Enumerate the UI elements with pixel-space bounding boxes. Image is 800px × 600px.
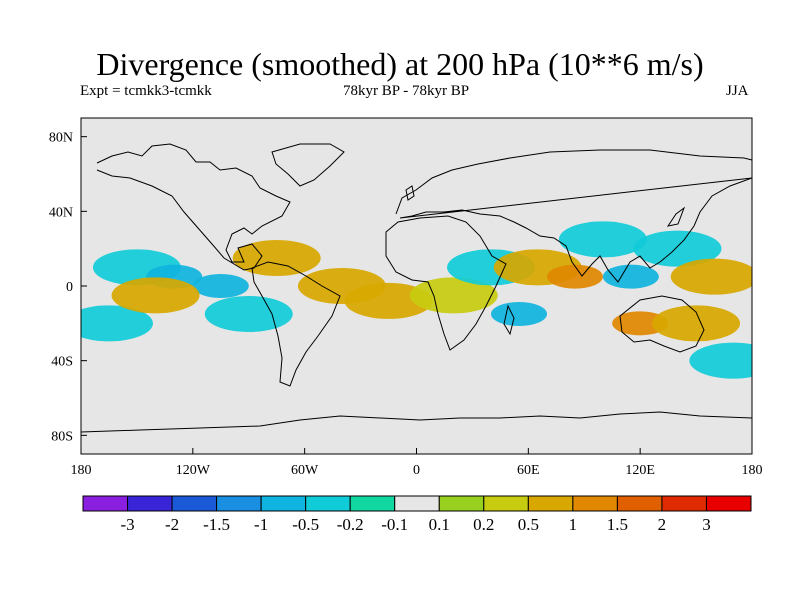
x-tick-label: 120W xyxy=(176,463,211,478)
anomaly-blob-17 xyxy=(670,258,752,295)
x-tick-label: 180 xyxy=(71,463,92,478)
colorbar-swatch xyxy=(438,495,485,512)
colorbar-swatch xyxy=(527,495,574,512)
colorbar-swatch xyxy=(82,495,129,512)
colorbar-swatch xyxy=(349,495,396,512)
colorbar-swatch xyxy=(305,495,351,512)
colorbar-swatch xyxy=(127,495,173,512)
y-tick-label: 40S xyxy=(51,355,73,370)
colorbar: -3 -2 -1.5 -1 -0.5 -0.2 -0.1 0.1 0.2 0.5 1 1.5 2 3 xyxy=(82,495,752,534)
colorbar-label: -1 xyxy=(254,515,268,534)
colorbar-label: 1.5 xyxy=(607,515,628,534)
colorbar-swatch xyxy=(572,495,618,512)
anomaly-blob-9 xyxy=(409,277,498,314)
coast-europe-asia xyxy=(395,149,752,283)
colorbar-swatch xyxy=(171,495,218,512)
coast-australia xyxy=(619,295,705,353)
coast-uk xyxy=(405,185,415,201)
x-tick-label: 60E xyxy=(517,463,540,478)
colorbar-swatch xyxy=(616,495,663,512)
anomaly-blob-16 xyxy=(633,230,722,267)
anomaly-blob-18 xyxy=(612,311,669,336)
anomaly-blob-8 xyxy=(344,282,433,319)
y-tick-label: 0 xyxy=(66,280,73,295)
colorbar-label: 3 xyxy=(702,515,711,534)
colorbar-label: 1 xyxy=(569,515,578,534)
coastlines xyxy=(81,143,752,433)
colorbar-label: 2 xyxy=(658,515,667,534)
anomaly-blob-15 xyxy=(602,264,659,289)
y-tick-label: 80N xyxy=(49,131,73,146)
colorbar-label: -3 xyxy=(120,515,134,534)
coast-antarctica xyxy=(81,411,752,433)
chart-title: Divergence (smoothed) at 200 hPa (10**6 … xyxy=(96,46,704,82)
anomaly-blob-5 xyxy=(111,277,200,314)
coast-madagascar xyxy=(503,304,515,336)
anomaly-fields xyxy=(81,221,752,379)
anomaly-blob-13 xyxy=(546,264,603,289)
anomaly-blob-20 xyxy=(689,342,752,379)
colorbar-label: -0.5 xyxy=(292,515,319,534)
colorbar-label: -0.1 xyxy=(381,515,408,534)
anomaly-blob-14 xyxy=(558,221,647,258)
anomaly-blob-3 xyxy=(192,274,249,298)
experiment-label: Expt = tcmkk3-tcmkk xyxy=(80,83,212,99)
colorbar-swatch xyxy=(705,495,752,512)
colorbar-label: 0.2 xyxy=(473,515,494,534)
axes: 180 120W 60W 0 60E 120E 180 80N 40N 0 40S 80S xyxy=(49,131,763,478)
coast-north-america xyxy=(96,143,291,271)
anomaly-blob-19 xyxy=(652,305,741,342)
colorbar-swatch xyxy=(216,495,262,512)
colorbar-swatch xyxy=(661,495,707,512)
coast-greenland xyxy=(271,143,345,187)
season-label: JJA xyxy=(726,83,749,99)
anomaly-blob-4 xyxy=(204,296,293,332)
colorbar-swatch xyxy=(260,495,307,512)
colorbar-label: 0.1 xyxy=(429,515,450,534)
period-label: 78kyr BP - 78kyr BP xyxy=(343,83,470,99)
x-tick-label: 60W xyxy=(291,463,319,478)
colorbar-swatch xyxy=(483,495,529,512)
anomaly-blob-0 xyxy=(81,305,153,342)
x-tick-label: 120E xyxy=(625,463,655,478)
y-tick-label: 40N xyxy=(49,205,73,220)
anomaly-blob-11 xyxy=(491,302,548,326)
colorbar-label: 0.5 xyxy=(518,515,539,534)
x-tick-label: 0 xyxy=(413,463,420,478)
coast-japan xyxy=(666,206,686,227)
coast-africa xyxy=(385,215,507,351)
colorbar-label: -2 xyxy=(165,515,179,534)
colorbar-swatch xyxy=(394,495,440,512)
colorbar-label: -0.2 xyxy=(337,515,364,534)
colorbar-label: -1.5 xyxy=(203,515,230,534)
x-tick-label: 180 xyxy=(742,463,763,478)
y-tick-label: 80S xyxy=(51,429,73,444)
coast-south-america xyxy=(251,261,341,387)
